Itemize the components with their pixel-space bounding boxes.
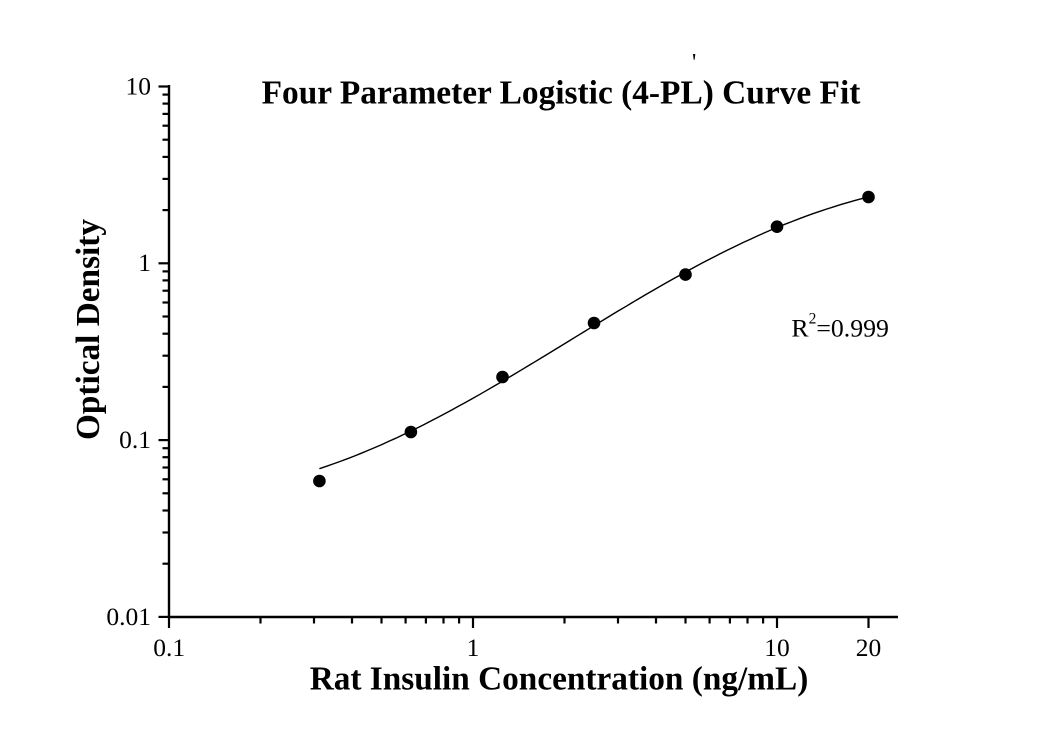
- svg-text:Optical Density: Optical Density: [70, 219, 107, 440]
- svg-text:1: 1: [467, 633, 480, 662]
- svg-text:Four Parameter Logistic (4-PL): Four Parameter Logistic (4-PL) Curve Fit: [262, 74, 861, 111]
- svg-text:10: 10: [764, 633, 790, 662]
- svg-text:': ': [692, 50, 696, 76]
- svg-text:0.1: 0.1: [153, 633, 185, 662]
- svg-text:10: 10: [126, 71, 152, 100]
- svg-text:0.1: 0.1: [119, 425, 151, 454]
- svg-text:20: 20: [856, 633, 882, 662]
- svg-text:R2=0.999: R2=0.999: [791, 311, 889, 343]
- svg-text:Rat Insulin Concentration (ng/: Rat Insulin Concentration (ng/mL): [310, 661, 809, 698]
- svg-text:1: 1: [138, 248, 151, 277]
- svg-text:0.01: 0.01: [106, 602, 151, 631]
